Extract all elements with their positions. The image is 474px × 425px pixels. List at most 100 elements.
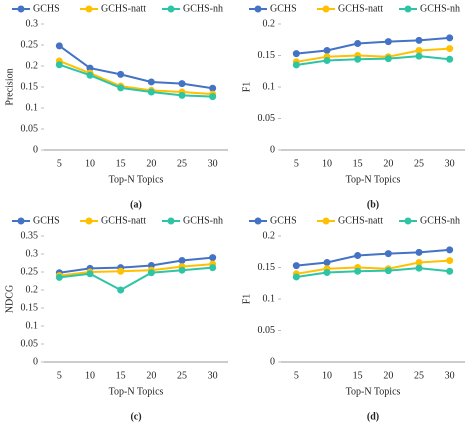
point	[209, 264, 217, 272]
point	[323, 269, 331, 277]
point	[117, 70, 125, 78]
point	[55, 61, 63, 69]
legend-marker	[17, 5, 25, 13]
point	[415, 258, 423, 266]
caption: (c)	[130, 411, 141, 422]
y-tick-label: 0.35	[21, 230, 39, 241]
legend-marker	[322, 5, 330, 13]
point	[446, 45, 454, 53]
series-line	[59, 263, 213, 277]
legend-marker	[404, 217, 412, 225]
y-tick-label: 0.15	[258, 50, 276, 61]
y-tick-label: 0.2	[26, 60, 39, 71]
legend-label: GCHS-natt	[101, 3, 146, 14]
point	[117, 84, 125, 92]
point	[384, 267, 392, 275]
y-tick-label: 0.2	[26, 284, 39, 295]
x-tick-label: 20	[146, 370, 156, 381]
y-tick-label: 0.1	[26, 102, 39, 113]
legend-label: GCHS-natt	[338, 215, 383, 226]
point	[209, 254, 217, 262]
y-tick-label: 0.2	[263, 230, 276, 241]
point	[178, 91, 186, 99]
y-tick-label: 0.1	[263, 81, 276, 92]
y-tick-label: 0	[33, 356, 38, 367]
series-line	[296, 36, 450, 55]
legend-label: GCHS-natt	[101, 215, 146, 226]
point	[446, 246, 454, 254]
legend-label: GCHS-nh	[420, 3, 460, 14]
point	[384, 55, 392, 63]
y-tick-label: 0.15	[258, 262, 276, 273]
legend-marker	[85, 5, 93, 13]
point	[354, 55, 362, 63]
point	[86, 71, 94, 79]
y-tick-label: 0	[270, 144, 275, 155]
series-line	[58, 45, 213, 90]
x-tick-label: 25	[414, 370, 424, 381]
point	[415, 36, 423, 44]
x-tick-label: 30	[208, 370, 218, 381]
x-axis-title: Top-N Topics	[346, 386, 401, 397]
legend-marker	[322, 217, 330, 225]
series-line	[296, 47, 450, 63]
y-tick-label: 0.05	[21, 338, 39, 349]
x-tick-label: 20	[383, 158, 393, 169]
x-tick-label: 30	[208, 158, 218, 169]
legend-label: GCHS	[270, 3, 297, 14]
x-tick-label: 5	[294, 158, 299, 169]
point	[415, 46, 423, 54]
x-tick-label: 10	[322, 370, 332, 381]
point	[446, 34, 454, 42]
y-tick-label: 0	[33, 144, 38, 155]
point	[323, 57, 331, 65]
y-tick-label: 0.15	[21, 302, 39, 313]
x-tick-label: 25	[177, 158, 187, 169]
point	[354, 267, 362, 275]
legend-marker	[254, 5, 262, 13]
caption: (a)	[130, 199, 142, 210]
series-line	[59, 266, 213, 292]
point	[147, 88, 155, 96]
point	[292, 273, 300, 281]
y-tick-label: 0.25	[21, 39, 39, 50]
x-tick-label: 15	[353, 158, 363, 169]
x-tick-label: 15	[116, 370, 126, 381]
point	[117, 267, 125, 275]
legend-marker	[404, 5, 412, 13]
point	[86, 270, 94, 278]
y-axis-title: Precision	[4, 68, 15, 105]
point	[415, 264, 423, 272]
y-axis-title: NDCG	[4, 285, 15, 313]
point	[323, 258, 331, 266]
x-tick-label: 20	[146, 158, 156, 169]
series-line	[59, 63, 213, 98]
x-tick-label: 5	[294, 370, 299, 381]
x-tick-label: 25	[414, 158, 424, 169]
point	[323, 46, 331, 54]
point	[354, 40, 362, 48]
point	[446, 257, 454, 265]
legend-label: GCHS-nh	[420, 215, 460, 226]
x-axis-title: Top-N Topics	[109, 386, 164, 397]
y-tick-label: 0.15	[21, 81, 39, 92]
legend-marker	[167, 217, 175, 225]
point	[415, 248, 423, 256]
legend-label: GCHS-nh	[183, 215, 223, 226]
x-tick-label: 30	[445, 370, 455, 381]
point	[354, 252, 362, 260]
legend-label: GCHS-nh	[183, 3, 223, 14]
x-tick-label: 20	[383, 370, 393, 381]
y-tick-label: 0.05	[258, 325, 276, 336]
point	[55, 42, 63, 50]
y-axis-title: F1	[241, 294, 252, 305]
caption: (b)	[367, 199, 379, 210]
point	[384, 38, 392, 46]
point	[292, 61, 300, 69]
point	[178, 266, 186, 274]
y-tick-label: 0.25	[21, 266, 39, 277]
y-tick-label: 0.3	[26, 18, 39, 29]
point	[209, 93, 217, 101]
point	[446, 267, 454, 275]
